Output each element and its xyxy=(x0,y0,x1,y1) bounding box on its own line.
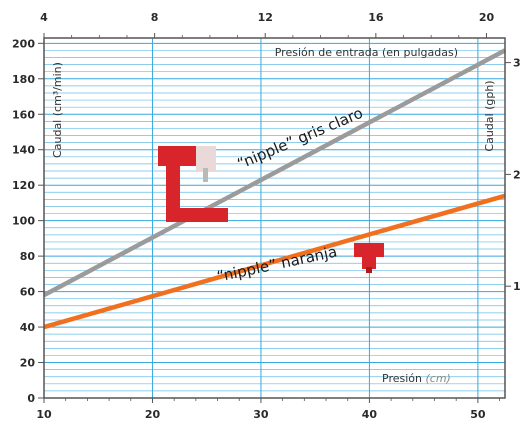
series-line-naranja xyxy=(43,193,506,330)
x-top-tick-label: 8 xyxy=(151,11,159,24)
x-top-tick-label: 12 xyxy=(258,11,273,24)
x-top-tick-label: 4 xyxy=(40,11,48,24)
y-right-tick-label: 2 xyxy=(513,168,521,181)
x-top-tick-label: 20 xyxy=(479,11,495,24)
y-left-tick-label: 180 xyxy=(12,73,35,86)
red-t-fitting-icon xyxy=(158,146,228,222)
plot-border xyxy=(43,37,506,399)
y-left-tick-label: 20 xyxy=(20,357,36,370)
y-right-tick-label: 3 xyxy=(513,57,521,70)
grid xyxy=(44,38,505,399)
y-right-tick-label: 1 xyxy=(513,280,521,293)
bottom-axis-title-label: Presión xyxy=(382,372,422,385)
y-left-tick-label: 120 xyxy=(12,179,35,192)
y-left-tick-label: 200 xyxy=(12,37,35,50)
series-line-gris xyxy=(42,48,507,298)
x-bottom-tick-label: 50 xyxy=(470,408,486,421)
y-left-tick-label: 160 xyxy=(12,108,35,121)
plot-background xyxy=(44,38,505,398)
y-left-tick-label: 60 xyxy=(20,286,36,299)
bottom-axis-unit: (cm) xyxy=(425,372,450,385)
right-axis-title: Caudal (gph) xyxy=(483,80,496,151)
left-axis-title: Caudal (cm³/min) xyxy=(51,62,64,158)
x-bottom-tick-label: 40 xyxy=(362,408,378,421)
y-left-tick-label: 0 xyxy=(27,392,35,405)
x-bottom-tick-label: 20 xyxy=(145,408,161,421)
x-bottom-tick-label: 10 xyxy=(36,408,52,421)
series-layer xyxy=(42,48,507,330)
y-left-tick-label: 140 xyxy=(12,144,35,157)
y-left-tick-label: 80 xyxy=(20,250,36,263)
fittings xyxy=(158,146,384,273)
plot-frame xyxy=(43,37,506,399)
top-axis-title: Presión de entrada (en pulgadas) xyxy=(275,46,458,59)
bottom-axis-title: Presión (cm) xyxy=(382,372,451,385)
x-top-tick-label: 16 xyxy=(368,11,384,24)
y-left-tick-label: 40 xyxy=(20,321,36,334)
y-left-tick-label: 100 xyxy=(12,215,35,228)
tick-labels: 10 20 30 40 504 8 12 16 200204060801001201401601… xyxy=(12,11,521,421)
x-bottom-tick-label: 30 xyxy=(253,408,269,421)
red-valve-icon xyxy=(354,243,384,273)
